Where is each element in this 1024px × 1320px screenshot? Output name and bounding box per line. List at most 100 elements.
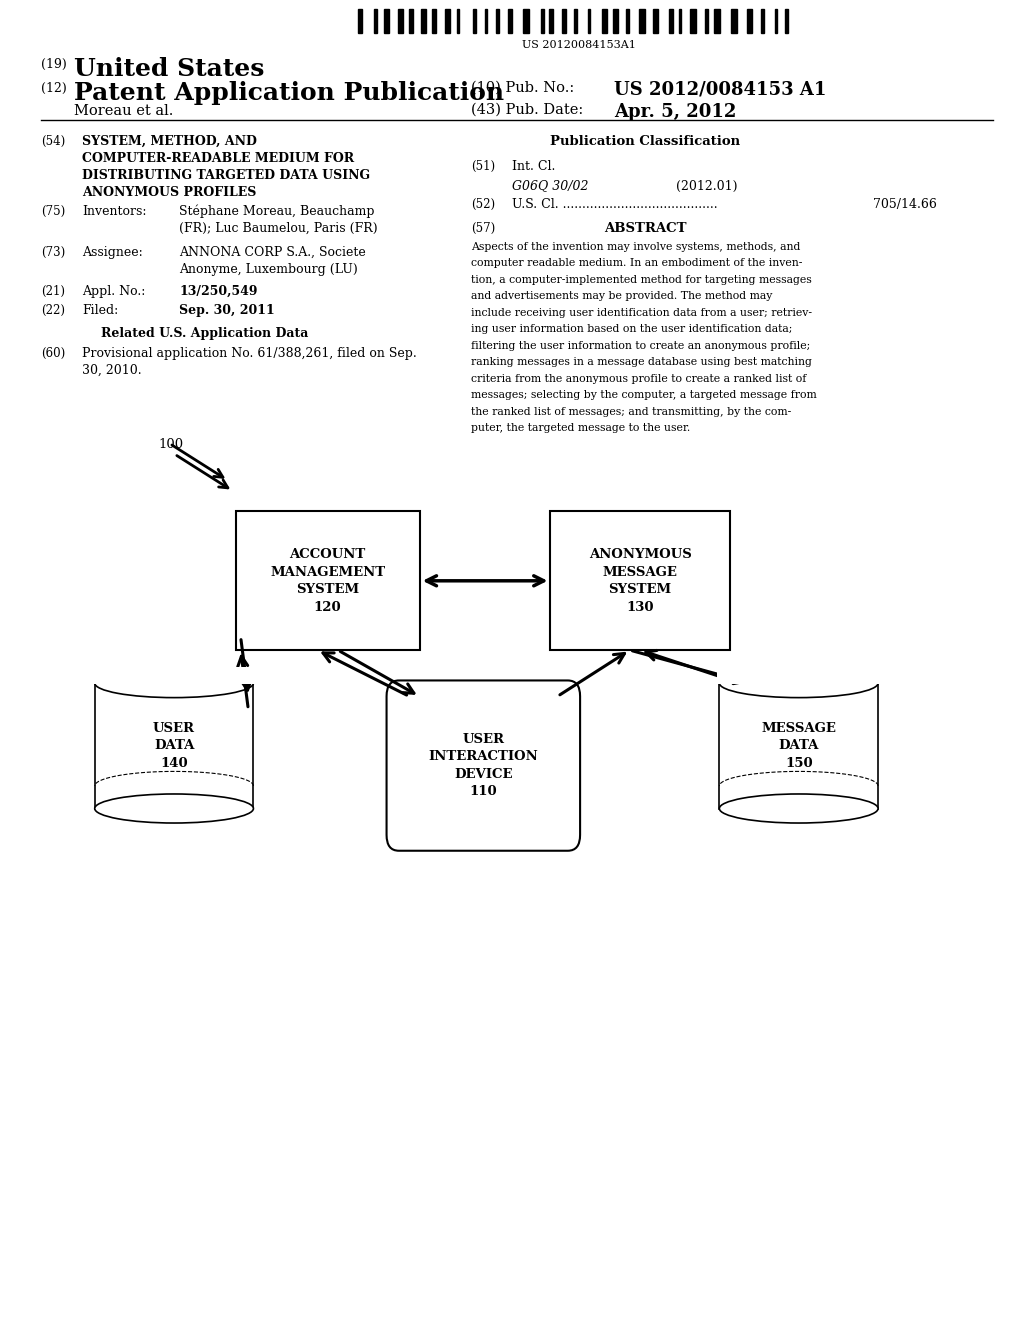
Bar bbox=[473, 9, 476, 33]
Bar bbox=[496, 9, 499, 33]
Text: include receiving user identification data from a user; retriev-: include receiving user identification da… bbox=[471, 308, 812, 318]
Bar bbox=[358, 9, 361, 33]
Text: Filed:: Filed: bbox=[82, 304, 118, 317]
Text: 705/14.66: 705/14.66 bbox=[873, 198, 937, 211]
Bar bbox=[731, 9, 736, 33]
Bar bbox=[95, 682, 254, 808]
Bar bbox=[93, 668, 256, 685]
Bar bbox=[508, 9, 512, 33]
Bar bbox=[421, 9, 426, 33]
Text: ABSTRACT: ABSTRACT bbox=[604, 222, 686, 235]
Text: US 2012/0084153 A1: US 2012/0084153 A1 bbox=[614, 81, 826, 99]
Bar bbox=[432, 9, 436, 33]
Text: (73): (73) bbox=[41, 246, 66, 259]
Text: Patent Application Publication: Patent Application Publication bbox=[74, 81, 504, 104]
Text: ACCOUNT
MANAGEMENT
SYSTEM
120: ACCOUNT MANAGEMENT SYSTEM 120 bbox=[270, 548, 385, 614]
Text: SYSTEM, METHOD, AND
COMPUTER-READABLE MEDIUM FOR
DISTRIBUTING TARGETED DATA USIN: SYSTEM, METHOD, AND COMPUTER-READABLE ME… bbox=[82, 135, 370, 198]
Text: Assignee:: Assignee: bbox=[82, 246, 142, 259]
Text: Aspects of the invention may involve systems, methods, and: Aspects of the invention may involve sys… bbox=[471, 242, 801, 252]
Text: (51): (51) bbox=[471, 160, 496, 173]
Text: puter, the targeted message to the user.: puter, the targeted message to the user. bbox=[471, 422, 690, 433]
Bar bbox=[410, 9, 413, 33]
Text: ANNONA CORP S.A., Societe
Anonyme, Luxembourg (LU): ANNONA CORP S.A., Societe Anonyme, Luxem… bbox=[179, 246, 366, 276]
Bar bbox=[775, 9, 777, 33]
Bar bbox=[761, 9, 764, 33]
Text: Appl. No.:: Appl. No.: bbox=[82, 285, 145, 298]
Text: Apr. 5, 2012: Apr. 5, 2012 bbox=[614, 103, 737, 121]
Bar bbox=[746, 9, 752, 33]
Bar bbox=[613, 9, 618, 33]
Bar bbox=[719, 682, 879, 808]
Text: ing user information based on the user identification data;: ing user information based on the user i… bbox=[471, 325, 793, 334]
Text: ranking messages in a message database using best matching: ranking messages in a message database u… bbox=[471, 358, 812, 367]
Bar bbox=[236, 511, 420, 649]
Bar bbox=[398, 9, 403, 33]
Bar bbox=[669, 9, 673, 33]
Text: USER
INTERACTION
DEVICE
110: USER INTERACTION DEVICE 110 bbox=[428, 733, 539, 799]
Bar bbox=[550, 9, 553, 33]
Bar bbox=[445, 9, 450, 33]
Ellipse shape bbox=[719, 795, 879, 824]
Bar bbox=[785, 9, 787, 33]
Bar bbox=[690, 9, 696, 33]
Text: Moreau et al.: Moreau et al. bbox=[74, 104, 173, 119]
Bar bbox=[679, 9, 681, 33]
Bar bbox=[717, 668, 881, 685]
Text: Int. Cl.: Int. Cl. bbox=[512, 160, 555, 173]
Bar bbox=[639, 9, 645, 33]
Text: 13/250,549: 13/250,549 bbox=[179, 285, 258, 298]
Text: ANONYMOUS
MESSAGE
SYSTEM
130: ANONYMOUS MESSAGE SYSTEM 130 bbox=[589, 548, 691, 614]
Text: messages; selecting by the computer, a targeted message from: messages; selecting by the computer, a t… bbox=[471, 391, 817, 400]
Text: Related U.S. Application Data: Related U.S. Application Data bbox=[101, 327, 308, 341]
Text: (52): (52) bbox=[471, 198, 496, 211]
FancyBboxPatch shape bbox=[386, 681, 580, 851]
Text: tion, a computer-implemented method for targeting messages: tion, a computer-implemented method for … bbox=[471, 275, 812, 285]
Text: the ranked list of messages; and transmitting, by the com-: the ranked list of messages; and transmi… bbox=[471, 407, 792, 417]
Bar bbox=[626, 9, 630, 33]
Bar bbox=[653, 9, 658, 33]
Bar bbox=[541, 9, 544, 33]
Text: Sep. 30, 2011: Sep. 30, 2011 bbox=[179, 304, 275, 317]
Text: (22): (22) bbox=[41, 304, 65, 317]
Text: criteria from the anonymous profile to create a ranked list of: criteria from the anonymous profile to c… bbox=[471, 374, 807, 384]
Text: (57): (57) bbox=[471, 222, 496, 235]
Bar bbox=[714, 9, 720, 33]
Text: and advertisements may be provided. The method may: and advertisements may be provided. The … bbox=[471, 290, 772, 301]
Bar bbox=[374, 9, 377, 33]
Text: G06Q 30/02: G06Q 30/02 bbox=[512, 180, 589, 193]
Ellipse shape bbox=[719, 668, 879, 697]
Text: Publication Classification: Publication Classification bbox=[550, 135, 740, 148]
Bar bbox=[384, 9, 388, 33]
Text: 100: 100 bbox=[159, 438, 184, 451]
Text: (21): (21) bbox=[41, 285, 65, 298]
Text: computer readable medium. In an embodiment of the inven-: computer readable medium. In an embodime… bbox=[471, 259, 803, 268]
Bar bbox=[562, 9, 565, 33]
Text: United States: United States bbox=[74, 57, 264, 81]
Text: Provisional application No. 61/388,261, filed on Sep.
30, 2010.: Provisional application No. 61/388,261, … bbox=[82, 347, 417, 378]
Ellipse shape bbox=[95, 668, 254, 697]
Bar bbox=[551, 511, 729, 649]
Text: (75): (75) bbox=[41, 205, 66, 218]
Text: USER
DATA
140: USER DATA 140 bbox=[153, 722, 196, 770]
Text: filtering the user information to create an anonymous profile;: filtering the user information to create… bbox=[471, 341, 810, 351]
Text: (54): (54) bbox=[41, 135, 66, 148]
Text: (10) Pub. No.:: (10) Pub. No.: bbox=[471, 81, 579, 95]
Text: U.S. Cl. ........................................: U.S. Cl. ...............................… bbox=[512, 198, 718, 211]
Text: MESSAGE
DATA
150: MESSAGE DATA 150 bbox=[761, 722, 837, 770]
Text: Inventors:: Inventors: bbox=[82, 205, 146, 218]
Bar bbox=[588, 9, 590, 33]
Text: (60): (60) bbox=[41, 347, 66, 360]
Bar bbox=[457, 9, 460, 33]
Bar bbox=[484, 9, 487, 33]
Text: (2012.01): (2012.01) bbox=[676, 180, 737, 193]
Ellipse shape bbox=[95, 795, 254, 824]
Text: (12): (12) bbox=[41, 82, 67, 95]
Bar bbox=[601, 9, 607, 33]
Bar bbox=[705, 9, 708, 33]
Text: (19): (19) bbox=[41, 58, 67, 71]
Text: Stéphane Moreau, Beauchamp
(FR); Luc Baumelou, Paris (FR): Stéphane Moreau, Beauchamp (FR); Luc Bau… bbox=[179, 205, 378, 235]
Text: US 20120084153A1: US 20120084153A1 bbox=[521, 40, 636, 50]
Bar bbox=[523, 9, 529, 33]
Bar bbox=[574, 9, 577, 33]
Text: (43) Pub. Date:: (43) Pub. Date: bbox=[471, 103, 584, 117]
